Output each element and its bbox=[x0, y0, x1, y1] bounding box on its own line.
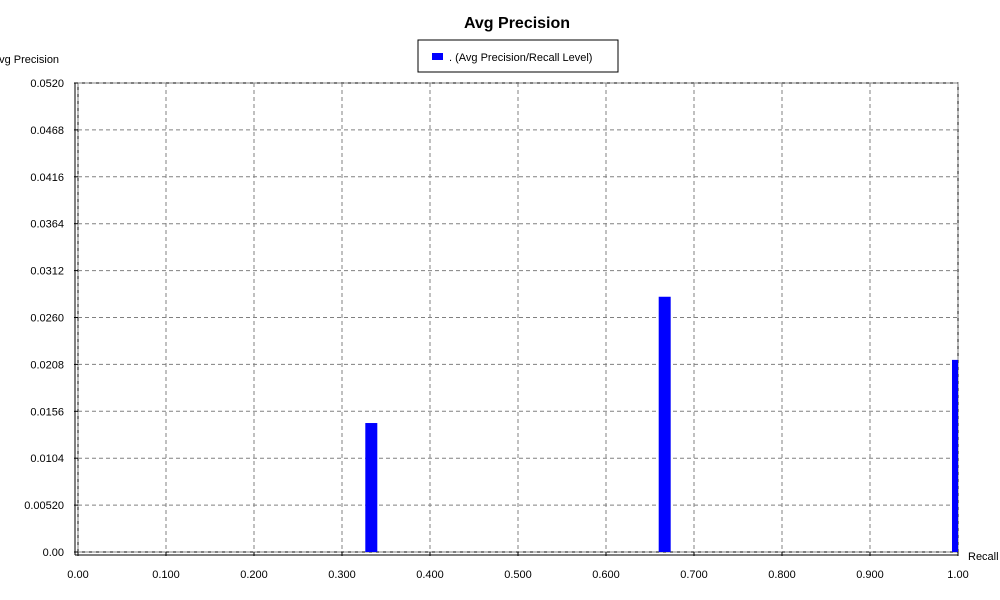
y-tick-label: 0.0260 bbox=[30, 313, 64, 325]
x-tick-label: 0.300 bbox=[328, 569, 356, 581]
x-tick-label: 0.200 bbox=[240, 569, 268, 581]
bar bbox=[952, 359, 958, 552]
x-tick-label: 0.500 bbox=[504, 569, 532, 581]
chart-title: Avg Precision bbox=[464, 15, 570, 32]
y-tick-label: 0.0364 bbox=[30, 219, 64, 231]
legend-label: . (Avg Precision/Recall Level) bbox=[449, 52, 592, 64]
y-tick-label: 0.0312 bbox=[30, 266, 64, 278]
x-tick-label: 0.00 bbox=[67, 569, 88, 581]
legend: . (Avg Precision/Recall Level) bbox=[417, 39, 619, 73]
x-tick-label: 0.400 bbox=[416, 569, 444, 581]
x-tick-label: 0.100 bbox=[152, 569, 180, 581]
y-tick-label: 0.00 bbox=[43, 547, 64, 559]
bars bbox=[365, 296, 958, 552]
x-tick-label: 0.800 bbox=[768, 569, 796, 581]
x-axis-label: Recall bbox=[968, 551, 999, 563]
x-tick-label: 0.900 bbox=[856, 569, 884, 581]
y-tick-label: 0.0468 bbox=[30, 125, 64, 137]
y-tick-label: 0.0520 bbox=[30, 78, 64, 90]
y-tick-label: 0.0208 bbox=[30, 359, 64, 371]
y-tick-label: 0.0416 bbox=[30, 172, 64, 184]
x-tick-label: 0.600 bbox=[592, 569, 620, 581]
bar bbox=[658, 296, 671, 552]
y-tick-label: 0.0104 bbox=[30, 453, 64, 465]
y-tick-label: 0.0156 bbox=[30, 406, 64, 418]
grid-lines bbox=[77, 82, 959, 553]
axes: 0.00 0.100 0.200 0.300 0.400 0.500 0.600 0.700 0… bbox=[24, 78, 968, 581]
y-tick-label: 0.00520 bbox=[24, 500, 64, 512]
x-tick-label: 1.00 bbox=[947, 569, 968, 581]
bar bbox=[365, 423, 378, 552]
legend-swatch bbox=[432, 53, 443, 60]
y-axis-label: Avg Precision bbox=[0, 54, 59, 66]
legend-box bbox=[417, 39, 619, 73]
x-tick-label: 0.700 bbox=[680, 569, 708, 581]
